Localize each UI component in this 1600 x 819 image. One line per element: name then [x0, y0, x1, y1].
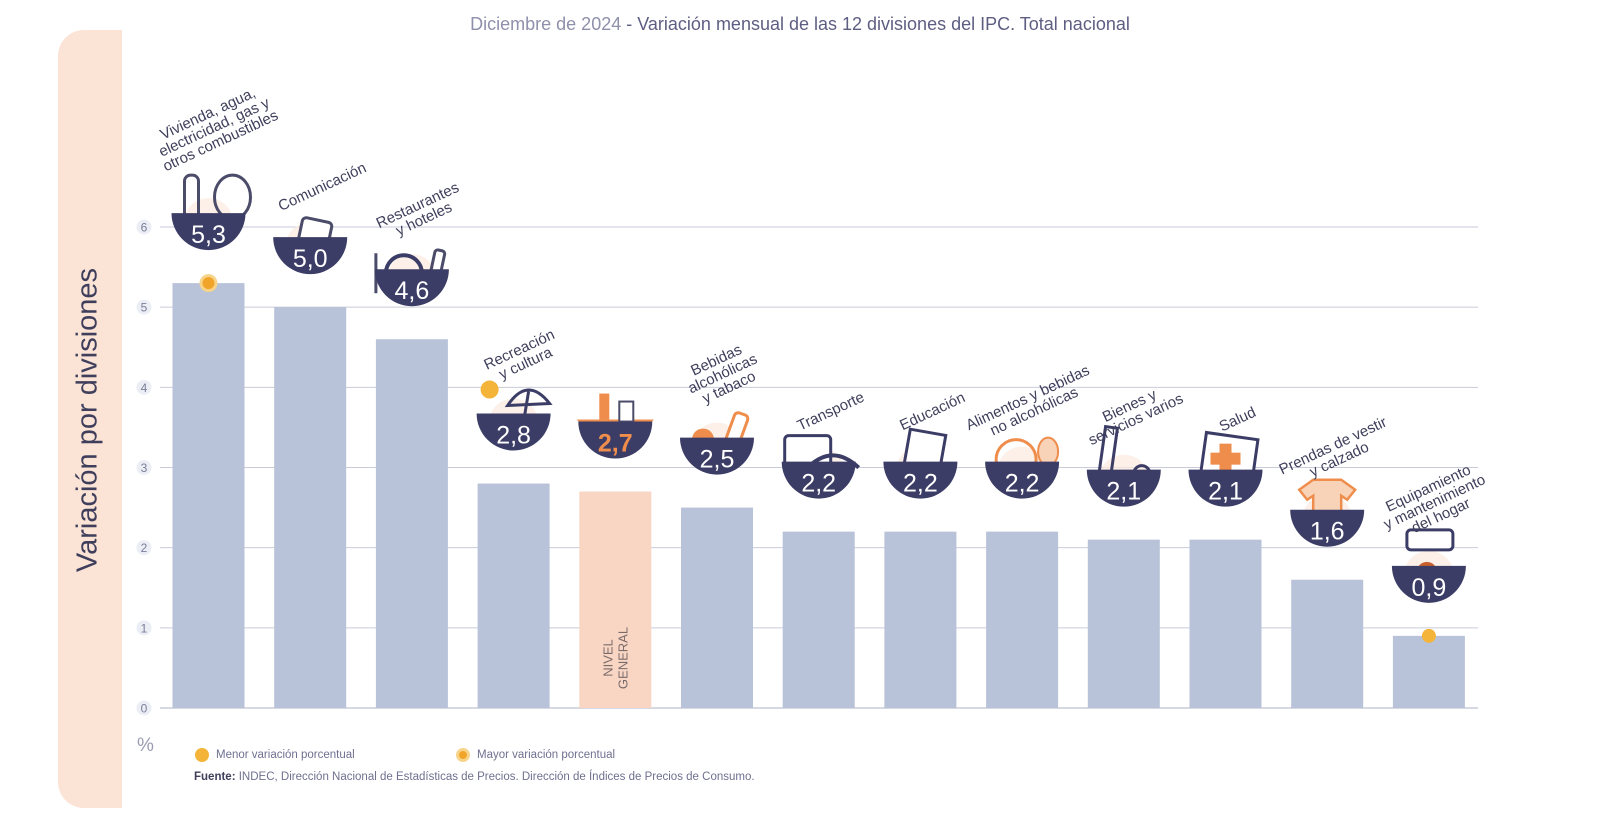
value-label: 0,9	[1412, 574, 1447, 602]
y-tick-label: 4	[141, 381, 148, 395]
max-marker	[202, 277, 215, 290]
category-label: Vivienda, agua,electricidad, gas yotros …	[148, 80, 281, 175]
source-label: Fuente:	[194, 771, 236, 783]
y-axis-unit: %	[137, 735, 154, 756]
bar	[884, 531, 957, 708]
value-bubble	[1188, 469, 1263, 507]
item-box	[618, 400, 635, 423]
chart-title: Diciembre de 2024 - Variación mensual de…	[0, 14, 1600, 35]
value-label: 5,3	[191, 221, 226, 249]
bar	[172, 283, 245, 708]
value-label: 2,7	[598, 430, 633, 458]
y-tick-badge	[136, 299, 152, 315]
category-label: Alimentos y bebidasno alcohólicas	[963, 362, 1098, 448]
category-label-line: Educación	[897, 389, 968, 434]
y-tick-badge	[136, 700, 152, 716]
bar-nivel-general	[579, 491, 652, 708]
min-marker-icon	[195, 748, 209, 762]
y-tick-badge	[136, 219, 152, 235]
category-label-line: Transporte	[795, 389, 867, 435]
category-label: Recreacióny cultura	[481, 326, 563, 387]
y-tick-label: 5	[141, 301, 148, 315]
y-tick-badge	[136, 540, 152, 556]
value-label: 2,1	[1106, 478, 1141, 506]
value-bubble	[374, 269, 449, 307]
value-bubble	[1290, 509, 1365, 547]
value-bubble	[781, 461, 856, 499]
y-tick-label: 2	[141, 541, 148, 555]
bar	[1291, 579, 1364, 708]
category-label: Bebidasalcohólicasy tabaco	[679, 337, 766, 411]
value-label: 2,1	[1208, 478, 1243, 506]
bar	[477, 483, 550, 708]
y-tick-badge	[136, 620, 152, 636]
bar	[1189, 539, 1262, 708]
value-bubble	[578, 421, 653, 459]
category-label: Educación	[897, 389, 968, 434]
y-tick-badge	[136, 460, 152, 475]
y-tick-label: 3	[141, 461, 148, 475]
value-label: 4,6	[395, 277, 430, 305]
bar-category-line: GENERAL	[615, 627, 630, 689]
title-date: Diciembre de 2024	[470, 14, 622, 34]
ac-unit	[1405, 528, 1455, 552]
bar	[681, 507, 753, 708]
category-label: Transporte	[795, 389, 867, 435]
bar	[375, 339, 448, 708]
legend-max-label: Mayor variación porcentual	[477, 749, 616, 761]
legend-min-label: Menor variación porcentual	[216, 749, 355, 761]
category-label: Restaurantesy hoteles	[374, 179, 468, 246]
value-bubble	[883, 461, 958, 499]
source-text: INDEC, Dirección Nacional de Estadística…	[238, 771, 755, 783]
title-main: Variación mensual de las 12 divisiones d…	[637, 14, 1130, 34]
sun	[480, 380, 499, 399]
value-label: 5,0	[293, 245, 328, 273]
category-label: Salud	[1217, 404, 1259, 436]
y-axis-panel	[58, 30, 122, 808]
bar-category-line: NIVEL	[600, 639, 615, 677]
value-bubble	[680, 437, 754, 475]
bar	[1392, 635, 1465, 708]
value-bubble	[1391, 565, 1466, 603]
value-bubble	[273, 237, 348, 275]
value-bubble	[171, 213, 246, 251]
max-marker-icon	[456, 748, 470, 762]
cross-h	[1210, 452, 1241, 465]
value-label: 2,8	[496, 422, 531, 450]
legend-max: Mayor variación porcentual	[456, 748, 615, 762]
bar	[1087, 539, 1160, 708]
min-marker	[1421, 628, 1436, 643]
y-tick-label: 6	[141, 221, 148, 235]
source-note: Fuente: INDEC, Dirección Nacional de Est…	[194, 771, 755, 783]
y-tick-label: 0	[141, 702, 148, 716]
value-label: 2,2	[801, 470, 836, 498]
category-label-line: Salud	[1217, 404, 1259, 436]
value-bubble	[1086, 469, 1161, 507]
value-label: 2,5	[700, 446, 735, 474]
bar	[782, 531, 855, 708]
category-label-line: Comunicación	[276, 159, 369, 215]
y-tick-label: 1	[141, 621, 148, 635]
umbrella	[504, 388, 553, 408]
chicken-leg	[1037, 436, 1060, 467]
legend-min: Menor variación porcentual	[195, 748, 355, 762]
bulb-glass	[213, 173, 252, 221]
value-label: 2,2	[1005, 470, 1040, 498]
title-separator: -	[621, 14, 638, 34]
item-bottle	[599, 393, 610, 422]
category-label: Comunicación	[276, 159, 369, 215]
value-label: 2,2	[903, 470, 938, 498]
value-bubble	[476, 413, 551, 451]
bar	[274, 307, 347, 708]
value-bubble	[985, 461, 1060, 499]
bar	[986, 531, 1059, 708]
y-tick-badge	[136, 379, 152, 395]
bar-category-label: NIVELGENERAL	[600, 627, 630, 689]
value-label: 1,6	[1310, 518, 1345, 546]
card	[783, 434, 833, 468]
